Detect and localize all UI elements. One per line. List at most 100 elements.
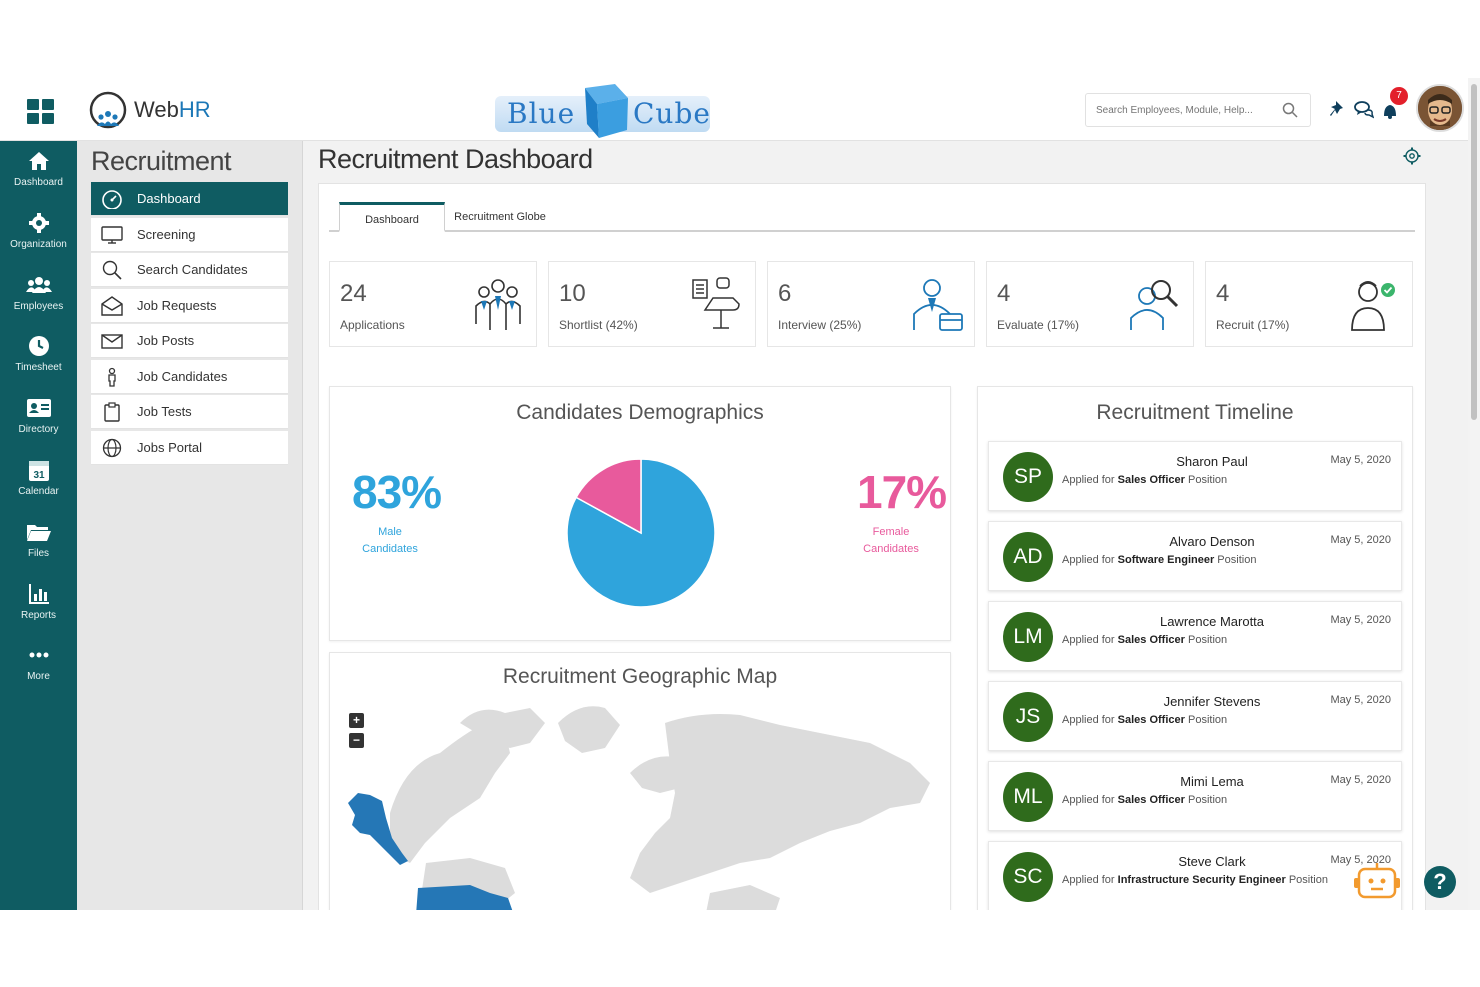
demographics-pie-chart[interactable] [565,457,717,609]
page-scrollbar[interactable] [1468,78,1480,910]
stat-recruit[interactable]: 4 Recruit (17%) [1205,261,1413,347]
stat-value: 10 [559,280,586,307]
subnav-item-job-tests[interactable]: Job Tests [91,395,288,429]
nav-employees[interactable]: Employees [0,273,77,329]
scrollbar-thumb[interactable] [1471,84,1477,420]
nav-more-label: More [27,671,50,682]
stat-label: Interview (25%) [778,318,862,332]
female-label: Female Candidates [863,526,919,555]
stat-interview[interactable]: 6 Interview (25%) [767,261,975,347]
search-icon[interactable] [1282,102,1298,118]
subnav-item-search-candidates[interactable]: Search Candidates [91,253,288,287]
candidate-avatar: LM [1003,612,1053,662]
checklist-chair-icon [692,277,740,329]
timeline-entry[interactable]: AD Alvaro Denson Applied for Software En… [988,521,1402,591]
application-date: May 5, 2020 [1330,614,1391,626]
notification-badge: 7 [1390,87,1408,105]
search-input[interactable] [1096,94,1276,126]
map-title: Recruitment Geographic Map [502,665,778,688]
chat-bubbles-icon[interactable] [1354,98,1374,120]
candidate-avatar: SC [1003,852,1053,902]
nav-organization[interactable]: Organization [0,211,77,267]
brand-word-blue: Blue [507,97,576,130]
timeline-entry[interactable]: JS Jennifer Stevens Applied for Sales Of… [988,681,1402,751]
stat-label: Evaluate (17%) [997,318,1080,332]
users-icon [25,277,52,293]
nav-files[interactable]: Files [0,520,77,576]
nav-dashboard-label: Dashboard [14,177,63,188]
stat-value: 4 [997,280,1011,307]
app-grid-icon[interactable] [27,99,55,125]
timeline-entry[interactable]: LM Lawrence Marotta Applied for Sales Of… [988,601,1402,671]
nav-reports[interactable]: Reports [0,582,77,638]
demographics-title: Candidates Demographics [516,401,764,424]
candidate-avatar: ML [1003,772,1053,822]
nav-dashboard[interactable]: Dashboard [0,149,77,205]
subnav-item-dashboard[interactable]: Dashboard [91,182,288,216]
user-avatar[interactable] [1416,84,1464,132]
subnav-item-job-requests[interactable]: Job Requests [91,289,288,323]
subnav-item-jobs-portal[interactable]: Jobs Portal [91,431,288,465]
chatbot-robot-icon[interactable] [1354,861,1400,901]
male-percentage: 83% [352,466,442,518]
notifications-icon[interactable] [1380,98,1400,120]
subnav-item-job-posts[interactable]: Job Posts [91,324,288,358]
subnav-item-label: Job Requests [137,298,217,313]
subnav-item-label: Search Candidates [137,262,248,277]
nav-timesheet[interactable]: Timesheet [0,334,77,390]
world-map[interactable] [330,653,952,910]
nav-calendar-label: Calendar [18,486,59,497]
monitor-icon [101,225,123,244]
male-label: Male Candidates [362,526,418,555]
id-card-icon [26,399,51,417]
pie-slice-female[interactable] [575,458,642,535]
calendar-day: 31 [33,470,45,481]
global-search[interactable] [1085,93,1311,127]
stat-evaluate[interactable]: 4 Evaluate (17%) [986,261,1194,347]
nav-reports-label: Reports [20,610,56,621]
candidate-application: Applied for Sales Officer Position [1062,714,1228,726]
settings-gear-icon[interactable] [1403,147,1421,165]
stat-shortlist[interactable]: 10 Shortlist (42%) [548,261,756,347]
candidate-application: Applied for Infrastructure Security Engi… [1062,874,1328,886]
tab-recruitment-globe[interactable]: Recruitment Globe [454,211,546,223]
help-button[interactable]: ? [1424,866,1456,898]
dashboard-gauge-icon [102,189,122,209]
timeline-entry[interactable]: SC Steve Clark Applied for Infrastructur… [988,841,1402,910]
subnav-item-label: Job Tests [137,404,192,419]
map-zoom-out-button[interactable]: − [349,733,364,748]
folder-icon [26,525,51,541]
recruitment-sidebar: Recruitment Dashboard Screening Search C… [77,141,303,910]
timeline-entry[interactable]: SP Sharon Paul Applied for Sales Officer… [988,441,1402,511]
chart-icon [28,584,49,604]
nav-employees-label: Employees [13,301,64,312]
application-date: May 5, 2020 [1330,454,1391,466]
stat-label: Recruit (17%) [1216,318,1290,332]
pie-slice-male[interactable] [566,458,716,608]
subnav-item-job-candidates[interactable]: Job Candidates [91,360,288,394]
stat-applications[interactable]: 24 Applications [329,261,537,347]
candidate-name: Alvaro Denson [1169,534,1255,549]
candidate-avatar: SP [1003,452,1053,502]
stat-value: 6 [778,280,792,307]
blue-cube-brand-logo: Blue Cube [495,84,710,140]
app-window: WebHR Blue Cube [0,78,1480,910]
recruitment-timeline-card: Recruitment Timeline SP Sharon Paul Appl… [977,386,1413,910]
calendar-icon: 31 [28,461,49,481]
nav-files-label: Files [27,548,50,559]
timeline-title: Recruitment Timeline [1096,401,1294,424]
main-content: Recruitment Dashboard Dashboard Recruitm… [303,141,1468,910]
tab-dashboard[interactable]: Dashboard [339,202,445,232]
subnav-item-screening[interactable]: Screening [91,218,288,252]
nav-calendar[interactable]: 31 Calendar [0,458,77,514]
application-date: May 5, 2020 [1330,694,1391,706]
nav-directory[interactable]: Directory [0,396,77,452]
pin-icon[interactable] [1328,98,1348,120]
timeline-entry[interactable]: ML Mimi Lema Applied for Sales Officer P… [988,761,1402,831]
map-zoom-in-button[interactable]: + [349,713,364,728]
nav-more[interactable]: More [0,643,77,699]
brand-word-cube: Cube [633,97,711,130]
magnifier-icon [102,260,122,280]
nav-directory-label: Directory [18,424,59,435]
webhr-logo[interactable]: WebHR [88,88,211,132]
